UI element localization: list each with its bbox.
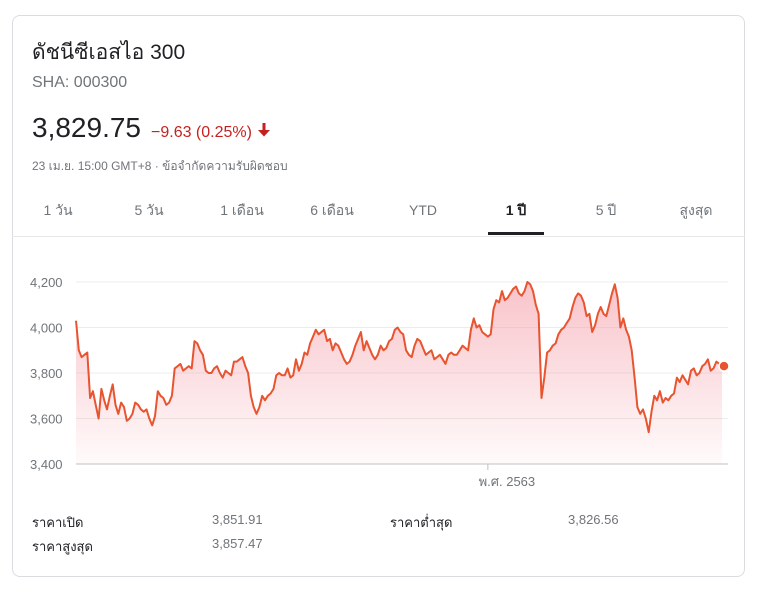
price-row: 3,829.75 −9.63 (0.25%) [32,112,270,144]
stock-card [12,15,745,577]
price-chart[interactable]: 4,200 4,000 3,800 3,600 3,400 พ.ศ. 2563 [12,236,745,496]
y-tick-label: 3,400 [30,457,63,472]
tab-label: 6 เดือน [310,202,354,218]
index-title: ดัชนีซีเอสไอ 300 [32,41,186,64]
arrow-down-icon [257,123,270,142]
price-line [75,281,723,434]
stat-open-label: ราคาเปิด [32,515,84,530]
x-tick-label: พ.ศ. 2563 [479,474,536,489]
stat-open-value: 3,851.91 [212,512,263,527]
disclaimer-link[interactable]: ข้อจำกัดความรับผิดชอบ [162,159,288,173]
tab-5-day[interactable]: 5 วัน [118,190,180,234]
tab-1-day[interactable]: 1 วัน [27,190,89,234]
current-price: 3,829.75 [32,112,141,143]
tab-5-year[interactable]: 5 ปี [578,190,634,234]
y-tick-label: 3,800 [30,366,63,381]
price-meta: 23 เม.ย. 15:00 GMT+8 · ข้อจำกัดความรับผิ… [32,157,288,176]
tab-label: 5 วัน [134,202,164,218]
range-tabs: 1 วัน 5 วัน 1 เดือน 6 เดือน YTD 1 ปี 5 ป… [12,190,745,237]
timestamp: 23 เม.ย. 15:00 GMT+8 [32,159,152,173]
active-tab-indicator [488,232,544,235]
stat-low-value: 3,826.56 [568,512,619,527]
meta-separator: · [151,159,163,173]
price-change: −9.63 (0.25%) [151,124,252,141]
tab-label: YTD [409,202,437,218]
current-price-marker [718,360,730,372]
tab-6-month[interactable]: 6 เดือน [297,190,367,234]
tab-label: สูงสุด [679,202,713,218]
tab-1-month[interactable]: 1 เดือน [207,190,277,234]
y-tick-label: 4,000 [30,321,63,336]
y-tick-label: 4,200 [30,275,63,290]
stat-high-label: ราคาสูงสุด [32,539,93,554]
tab-ytd[interactable]: YTD [392,190,454,234]
price-area-fill [76,282,722,464]
y-tick-label: 3,600 [30,412,63,427]
tab-label: 5 ปี [595,202,617,218]
stat-high-value: 3,857.47 [212,536,263,551]
tab-1-year[interactable]: 1 ปี [488,190,544,235]
ticker-symbol: SHA: 000300 [32,74,128,91]
stat-low-label: ราคาต่ำสุด [390,515,453,530]
tab-label: 1 ปี [505,202,527,218]
tab-label: 1 เดือน [220,202,264,218]
tab-max[interactable]: สูงสุด [664,190,728,234]
tab-label: 1 วัน [43,202,73,218]
